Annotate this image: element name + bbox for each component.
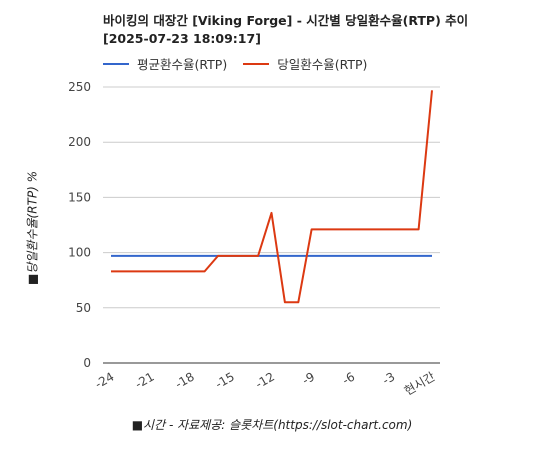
legend-label-daily: 당일환수율(RTP) xyxy=(277,57,368,72)
y-tick-label: 150 xyxy=(68,190,91,204)
chart-title-line-1: 바이킹의 대장간 [Viking Forge] - 시간별 당일환수율(RTP)… xyxy=(103,13,469,28)
legend-item-daily: 당일환수율(RTP) xyxy=(243,54,367,73)
chart-legend: 평균환수율(RTP) 당일환수율(RTP) xyxy=(103,54,367,73)
x-tick-label: -21 xyxy=(133,369,157,391)
y-tick-label: 50 xyxy=(76,301,91,315)
x-axis-label: ■시간 - 자료제공: 슬롯차트(https://slot-chart.com) xyxy=(131,418,413,432)
x-tick-label: -24 xyxy=(93,369,117,391)
legend-label-average: 평균환수율(RTP) xyxy=(137,57,228,72)
y-tick-label: 0 xyxy=(83,356,91,370)
legend-item-average: 평균환수율(RTP) xyxy=(103,54,227,73)
x-tick-label: -6 xyxy=(340,369,357,387)
x-tick-label: -15 xyxy=(213,369,237,391)
y-tick-label: 100 xyxy=(68,246,91,260)
x-tick-label: -12 xyxy=(253,369,277,391)
legend-swatch-daily xyxy=(243,62,270,65)
chart-title-line-2: [2025-07-23 18:09:17] xyxy=(103,31,261,46)
y-tick-label: 200 xyxy=(68,135,91,149)
series-line-daily xyxy=(111,90,433,304)
x-tick-label: -18 xyxy=(173,369,197,391)
y-axis-label: ■당일환수율(RTP) % xyxy=(25,170,40,286)
legend-swatch-average xyxy=(103,62,129,65)
y-tick-label: 250 xyxy=(68,80,91,94)
x-tick-label: -3 xyxy=(380,369,397,387)
x-tick-label: -9 xyxy=(300,369,317,387)
chart-title: 바이킹의 대장간 [Viking Forge] - 시간별 당일환수율(RTP)… xyxy=(103,12,533,48)
x-tick-label: 현시간 xyxy=(402,369,438,398)
